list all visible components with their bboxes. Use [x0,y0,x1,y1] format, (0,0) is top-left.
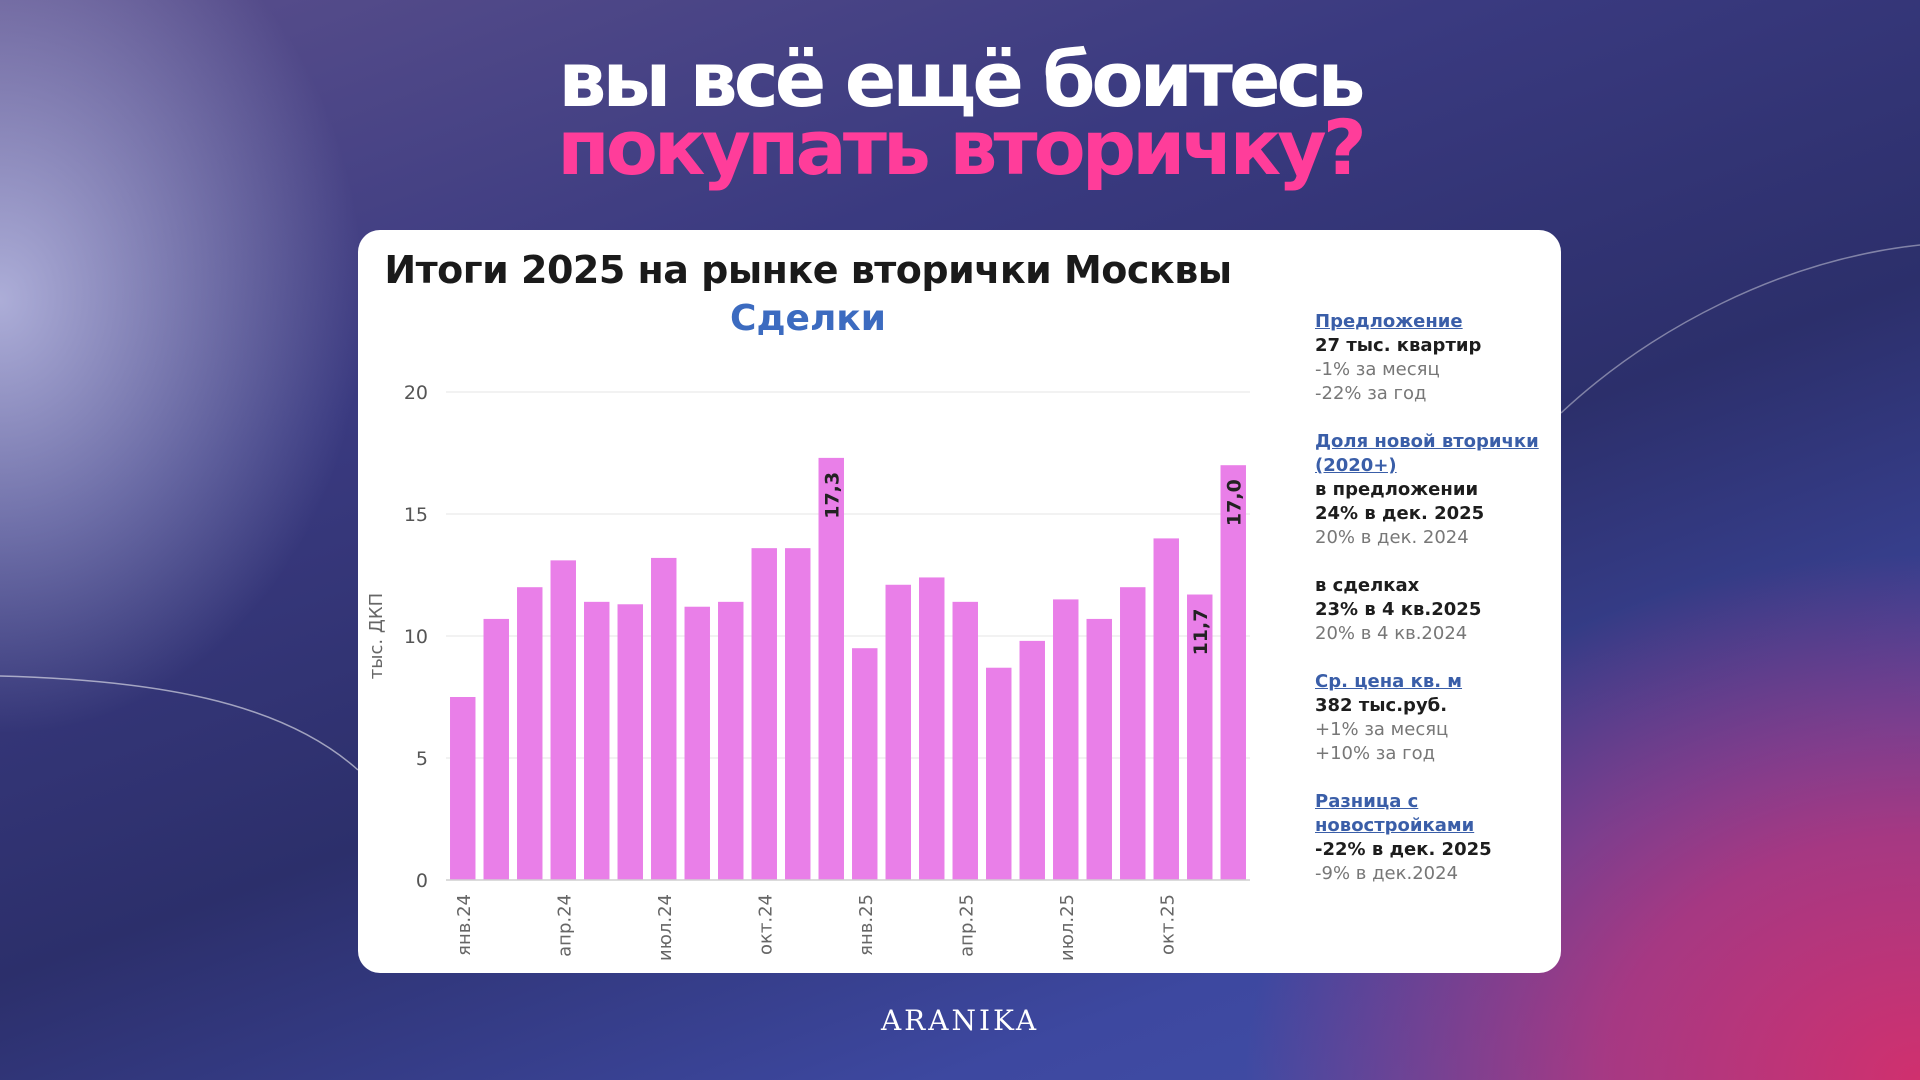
bar-chart: 0 5 10 15 20 тыс. ДКП янв.24 апр.24 июл.24 окт.24… [366,382,1250,961]
bar [919,577,945,880]
stat-supply: Предложение 27 тыс. квартир -1% за месяц… [1315,310,1555,406]
x-tick-label: янв.24 [454,894,475,956]
stat-share-in-deals: в сделках [1315,575,1420,596]
stat-supply-month: -1% за месяц [1315,359,1440,380]
bar [1053,599,1079,880]
stat-supply-title[interactable]: Предложение [1315,311,1463,332]
stat-price-month: +1% за месяц [1315,719,1449,740]
x-tick-label: июл.24 [655,894,676,961]
chart-subtitle: Сделки [730,298,886,339]
y-tick-label: 0 [416,870,428,892]
bar [651,557,677,880]
bar [1220,465,1246,880]
chart-card: Итоги 2025 на рынке вторички Москвы Сдел… [358,230,1561,973]
bar [584,601,610,880]
stats-sidebar: Предложение 27 тыс. квартир -1% за месяц… [1315,310,1555,910]
bar [550,560,576,880]
bar [751,548,777,880]
stat-share-title[interactable]: Доля новой вторички (2020+) [1315,431,1539,476]
bar [517,587,543,880]
y-tick-label: 15 [404,504,428,526]
headline-line-2: покупать вторичку? [557,103,1367,192]
y-tick-label: 20 [404,382,428,404]
data-label: 11,7 [1190,609,1212,656]
x-tick-label: окт.25 [1157,894,1178,955]
x-tick-label: июл.25 [1057,894,1078,961]
stat-diff-title[interactable]: Разница с новостройками [1315,791,1475,836]
bar [952,601,978,880]
bar [1153,538,1179,880]
stat-diff-2025: -22% в дек. 2025 [1315,839,1492,860]
bar [885,584,911,880]
stat-diff-2024: -9% в дек.2024 [1315,863,1459,884]
bar [718,601,744,880]
stat-share-supply-2024: 20% в дек. 2024 [1315,527,1469,548]
x-tick-label: апр.24 [554,894,575,957]
bar [684,606,710,880]
bar [818,457,844,880]
bar [450,697,476,880]
stat-price-value: 382 тыс.руб. [1315,695,1448,716]
stat-supply-year: -22% за год [1315,383,1427,404]
bar [1187,594,1213,880]
x-tick-label: апр.25 [956,894,977,957]
bar [1120,587,1146,880]
y-tick-label: 5 [416,748,428,770]
stat-share-in-supply: в предложении [1315,479,1479,500]
bar [617,604,643,880]
stat-price: Ср. цена кв. м 382 тыс.руб. +1% за месяц… [1315,670,1555,766]
stat-share-supply-2025: 24% в дек. 2025 [1315,503,1485,524]
bar [1086,618,1112,880]
bar [986,667,1012,880]
x-tick-label: янв.25 [856,894,877,956]
stat-share: Доля новой вторички (2020+) в предложени… [1315,430,1555,550]
chart-title: Итоги 2025 на рынке вторички Москвы [384,248,1232,292]
bar [1019,640,1045,880]
headline-line-1: вы всё ещё боитесь [558,35,1365,124]
stat-price-title[interactable]: Ср. цена кв. м [1315,671,1463,692]
y-axis-label: тыс. ДКП [366,593,387,679]
data-label: 17,3 [821,472,843,519]
bar [483,618,509,880]
stat-share-deals-2024: 20% в 4 кв.2024 [1315,623,1468,644]
y-tick-label: 10 [404,626,428,648]
bar [852,648,878,880]
stat-price-year: +10% за год [1315,743,1436,764]
bar [785,548,811,880]
brand-logo: ARANIKA [880,1004,1040,1037]
stat-share-deals-2025: 23% в 4 кв.2025 [1315,599,1482,620]
stat-diff: Разница с новостройками -22% в дек. 2025… [1315,790,1555,886]
stat-share-deals: в сделках 23% в 4 кв.2025 20% в 4 кв.202… [1315,574,1555,646]
x-tick-label: окт.24 [755,894,776,955]
stat-supply-value: 27 тыс. квартир [1315,335,1482,356]
data-label: 17,0 [1223,479,1245,526]
